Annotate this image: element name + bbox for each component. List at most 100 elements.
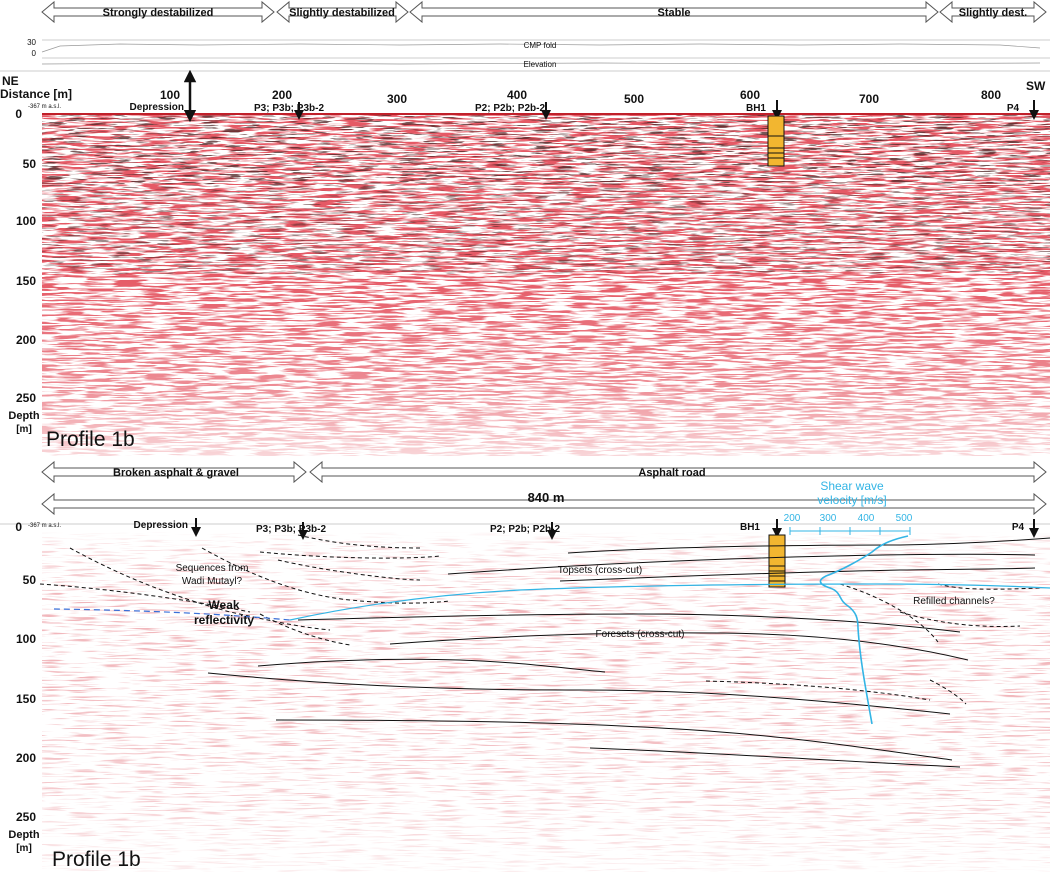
annotation-topsets: Topsets (cross-cut) <box>558 565 642 576</box>
dashed-reflectors <box>39 534 1041 705</box>
bottom-marker-p3: P3; P3b; P3b-2 <box>256 524 326 535</box>
zone-arrow-stable <box>409 0 939 24</box>
top-marker-p4: P4 <box>1007 103 1020 114</box>
zone-label-stable: Stable <box>657 7 690 19</box>
cmp-fold-strip: CMP fold 30 0 <box>27 38 1050 58</box>
top-marker-p3: P3; P3b; P3b-2 <box>254 103 324 114</box>
distance-tick-100: 100 <box>160 88 180 102</box>
vs-title-2: velocity [m/s] <box>817 493 886 507</box>
distance-tick-300: 300 <box>387 92 407 106</box>
vs-curve <box>819 535 909 725</box>
distance-tick-600: 600 <box>740 88 760 102</box>
distance-tick-labels: 100 200 300 400 500 600 700 800 <box>160 88 1001 106</box>
surface-arrow-asphalt-road <box>309 460 1047 484</box>
bottom-depth-axis: 0 50 100 150 200 250 Depth [m] <box>8 520 39 854</box>
bottom-depth-tick-200: 200 <box>16 751 36 765</box>
distance-tick-500: 500 <box>624 92 644 106</box>
bottom-masl-label: -367 m a.s.l. <box>28 523 61 529</box>
top-depth-tick-150: 150 <box>16 274 36 288</box>
zone-label-slightly-destabilized: Slightly destabilized <box>289 7 395 19</box>
length-label: 840 m <box>528 490 565 505</box>
reflector-lines <box>207 537 1051 768</box>
reflector-topset-3 <box>559 567 1036 582</box>
top-depth-axis: 0 50 100 150 200 250 Depth [m] <box>8 107 39 435</box>
top-depth-label-2: [m] <box>16 424 32 435</box>
weak-reflectivity-boundary-solid <box>289 583 1051 621</box>
top-markers: Depression P3; P3b; P3b-2 P2; P2b; P2b-2… <box>130 69 1039 123</box>
zone-arrow-slightly-destabilized <box>276 0 409 24</box>
zone-label-strongly-destabilized: Strongly destabilized <box>103 7 214 19</box>
shear-wave-velocity-plot: Shear wave velocity [m/s] 200 300 400 50… <box>784 479 913 725</box>
top-depth-tick-0: 0 <box>15 107 22 121</box>
distance-tick-400: 400 <box>507 88 527 102</box>
top-borehole-bh1 <box>767 115 785 167</box>
top-depth-tick-250: 250 <box>16 391 36 405</box>
reflector-foreset-5 <box>275 719 953 761</box>
annotation-weak-1: Weak <box>208 598 239 612</box>
reflector-foreset-4 <box>207 672 951 715</box>
bottom-marker-p2: P2; P2b; P2b-2 <box>490 524 560 535</box>
bottom-marker-depression: Depression <box>134 520 188 531</box>
vs-tick-400: 400 <box>858 513 875 524</box>
distance-tick-200: 200 <box>272 88 292 102</box>
annotation-weak-2: reflectivity <box>194 613 254 627</box>
bottom-depth-tick-0: 0 <box>15 520 22 534</box>
elevation-strip: Elevation <box>0 57 1050 72</box>
top-profile-label: Profile 1b <box>46 428 135 451</box>
dashed-refill-3 <box>937 583 1041 590</box>
bottom-borehole-bh1 <box>768 534 786 588</box>
distance-tick-700: 700 <box>859 92 879 106</box>
reflector-topset-2 <box>447 553 1036 575</box>
dashed-refill-2 <box>899 611 1021 627</box>
ne-label: NE <box>2 74 19 88</box>
cmp-fold-label: CMP fold <box>524 41 557 50</box>
surface-arrow-broken-asphalt <box>41 460 307 484</box>
vs-tick-500: 500 <box>896 513 913 524</box>
sw-label: SW <box>1026 79 1046 93</box>
bottom-depth-tick-250: 250 <box>16 810 36 824</box>
dashed-sw-deep <box>705 680 931 701</box>
annotation-sequences-1: Sequences from <box>176 563 249 574</box>
bottom-markers: Depression P3; P3b; P3b-2 P2; P2b; P2b-2… <box>134 518 1039 540</box>
bottom-depth-tick-100: 100 <box>16 632 36 646</box>
top-marker-p2: P2; P2b; P2b-2 <box>475 103 545 114</box>
dashed-ne-5 <box>39 583 251 613</box>
top-masl-label: -367 m a.s.l. <box>28 104 61 110</box>
zone-arrows <box>41 0 1047 24</box>
reflector-foreset-1 <box>297 613 961 633</box>
cmp-fold-curve <box>41 43 1041 53</box>
bottom-depth-tick-150: 150 <box>16 692 36 706</box>
dashed-ne-2 <box>201 547 451 604</box>
bottom-depth-tick-50: 50 <box>23 573 37 587</box>
cmp-fold-tick-30: 30 <box>27 38 36 47</box>
interpretation-labels: Sequences from Wadi Mutayl? Weak reflect… <box>176 563 996 640</box>
dashed-refill-1 <box>839 583 939 643</box>
bottom-panel: Broken asphalt & gravel Asphalt road 840… <box>0 460 1051 872</box>
vs-title-1: Shear wave <box>820 479 884 493</box>
reflector-topset-1 <box>567 537 1051 554</box>
cmp-fold-tick-0: 0 <box>32 49 37 58</box>
surface-label-broken-asphalt: Broken asphalt & gravel <box>113 467 239 479</box>
annotation-refilled: Refilled channels? <box>913 596 995 607</box>
bottom-depth-label-1: Depth <box>8 829 39 841</box>
dashed-ne-4 <box>277 559 421 581</box>
reflector-foreset-3 <box>257 658 606 673</box>
bottom-marker-bh1: BH1 <box>740 522 760 533</box>
annotation-foresets: Foresets (cross-cut) <box>596 629 685 640</box>
bottom-seismic-section <box>42 532 1050 872</box>
zone-label-slightly-dest: Slightly dest. <box>959 7 1027 19</box>
reflector-foreset-2 <box>389 632 969 661</box>
top-seismic-section <box>42 113 1050 456</box>
surface-arrows <box>41 460 1047 516</box>
surface-label-asphalt-road: Asphalt road <box>638 467 705 479</box>
top-depth-tick-50: 50 <box>23 157 37 171</box>
top-marker-bh1: BH1 <box>746 103 766 114</box>
distance-tick-800: 800 <box>981 88 1001 102</box>
zone-arrow-slightly-dest <box>939 0 1047 24</box>
weak-reflectivity-boundary-dashed <box>53 608 291 621</box>
vs-tick-200: 200 <box>784 513 801 524</box>
bottom-depth-label-2: [m] <box>16 843 32 854</box>
annotation-sequences-2: Wadi Mutayl? <box>182 576 243 587</box>
distance-axis-label: Distance [m] <box>0 87 72 101</box>
top-depth-label-1: Depth <box>8 410 39 422</box>
